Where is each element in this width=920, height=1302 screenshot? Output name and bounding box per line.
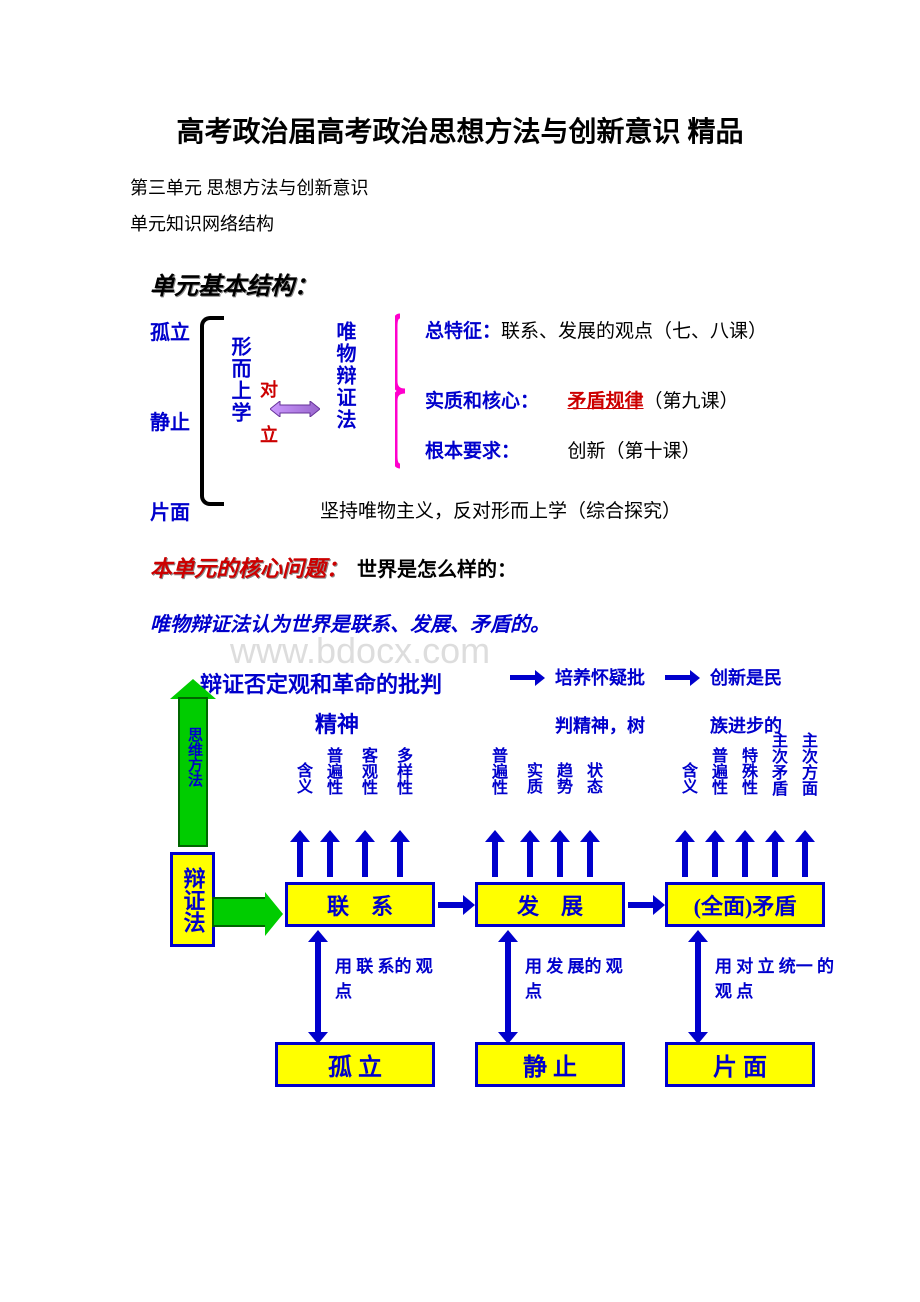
core-header-red: 本单元的核心问题：	[150, 556, 348, 581]
up-arrow-2-4	[587, 842, 593, 877]
mid-text-3: 用 对 立 统一 的 观 点	[715, 952, 835, 1002]
v-label-1-3: 客观性	[355, 747, 379, 795]
bracket-pink	[395, 311, 415, 466]
d2-top-right-1a: 培养怀疑批	[555, 664, 645, 690]
diagram-flowchart: 辩证否定观和革命的批判 培养怀疑批 判精神，树 创新是民 族进步的 精神 思维方…	[120, 667, 820, 1097]
label-li: 立	[260, 421, 278, 447]
up-arrow-1-1	[297, 842, 303, 877]
d2-title: 辩证否定观和革命的批判	[200, 667, 442, 699]
arrow-right-small-1	[510, 675, 535, 680]
v-label-3-5: 主次方面	[795, 732, 819, 796]
up-arrow-1-2	[327, 842, 333, 877]
v-label-3-2: 普遍性	[705, 747, 729, 795]
h-arrow-2	[628, 902, 653, 908]
core-answer: 唯物辩证法认为世界是联系、发展、矛盾的。	[150, 608, 820, 637]
left-label-static: 静止	[150, 406, 190, 435]
core-question-row: 本单元的核心问题： 世界是怎么样的：	[100, 551, 820, 583]
v-label-2-3: 趋势	[550, 762, 574, 794]
line1-label: 总特征：	[425, 321, 501, 342]
line3-label: 根本要求：	[425, 441, 511, 462]
left-label-onesided: 片面	[150, 496, 190, 525]
bracket-left	[200, 316, 225, 506]
vert-metaphysics: 形而上学	[225, 336, 254, 424]
mid-text-1: 用 联 系的 观 点	[335, 952, 435, 1002]
line2-suffix: （第九课）	[644, 391, 739, 412]
line3-value: 创新（第十课）	[568, 441, 701, 462]
line-requirement: 根本要求： 创新（第十课）	[425, 436, 701, 463]
up-arrow-2-3	[557, 842, 563, 877]
core-header-black: 世界是怎么样的：	[357, 559, 517, 581]
v-label-1-4: 多样性	[390, 747, 414, 795]
box-isolated: 孤 立	[275, 1042, 435, 1087]
box-development: 发 展	[475, 882, 625, 927]
box-connection: 联 系	[285, 882, 435, 927]
up-arrow-3-4	[772, 842, 778, 877]
up-arrow-3-2	[712, 842, 718, 877]
line-essence: 实质和核心： 矛盾规律（第九课）	[425, 386, 739, 413]
diagram-basic-structure: 孤立 静止 片面 形而上学 对 立 唯物辩证法 总特征：联系、发展的观点（七、八…	[130, 311, 820, 551]
arrow-right-small-2	[665, 675, 690, 680]
v-label-1-1: 含义	[290, 762, 314, 794]
v-label-1-2: 普遍性	[320, 747, 344, 795]
box-static: 静 止	[475, 1042, 625, 1087]
subtitle-unit: 第三单元 思想方法与创新意识	[130, 174, 820, 200]
v-label-3-1: 含义	[675, 762, 699, 794]
line2-value: 矛盾规律	[568, 391, 644, 412]
up-arrow-3-1	[682, 842, 688, 877]
v-label-2-4: 状态	[580, 762, 604, 794]
dbl-arrow-3	[695, 942, 701, 1032]
v-label-2-1: 普遍性	[485, 747, 509, 795]
box-contradiction: (全面)矛盾	[665, 882, 825, 927]
d2-top-right-1b: 判精神，树	[555, 712, 645, 738]
up-arrow-3-3	[742, 842, 748, 877]
dbl-arrow-1	[315, 942, 321, 1032]
up-arrow-3-5	[802, 842, 808, 877]
line1-value: 联系、发展的观点（七、八课）	[501, 321, 767, 342]
page-title: 高考政治届高考政治思想方法与创新意识 精品	[100, 110, 820, 150]
up-arrow-2-2	[527, 842, 533, 877]
vert-dialectics: 唯物辩证法	[330, 321, 359, 431]
up-arrow-1-3	[362, 842, 368, 877]
up-arrow-1-4	[397, 842, 403, 877]
d2-top-right-2a: 创新是民	[710, 664, 782, 690]
dbl-arrow-2	[505, 942, 511, 1032]
h-arrow-1	[438, 902, 463, 908]
left-label-isolated: 孤立	[150, 316, 190, 345]
line-total-feature: 总特征：联系、发展的观点（七、八课）	[425, 316, 767, 343]
section1-header: 单元基本结构：	[150, 266, 820, 301]
up-arrow-2-1	[492, 842, 498, 877]
subtitle-network: 单元知识网络结构	[130, 210, 820, 236]
box-dialectics: 辩证法	[170, 852, 215, 947]
box-onesided: 片 面	[665, 1042, 815, 1087]
double-arrow-icon	[270, 401, 320, 417]
green-arrow-label: 思维方法	[184, 727, 205, 787]
v-label-2-2: 实质	[520, 762, 544, 794]
v-label-3-3: 特殊性	[735, 747, 759, 795]
d2-spirit: 精神	[315, 707, 359, 739]
line-conclusion: 坚持唯物主义，反对形而上学（综合探究）	[320, 496, 681, 523]
mid-text-2: 用 发 展的 观 点	[525, 952, 625, 1002]
label-dui: 对	[260, 376, 278, 402]
green-right-arrow-icon	[212, 897, 267, 927]
v-label-3-4: 主次矛盾	[765, 732, 789, 796]
line2-label: 实质和核心：	[425, 391, 530, 412]
